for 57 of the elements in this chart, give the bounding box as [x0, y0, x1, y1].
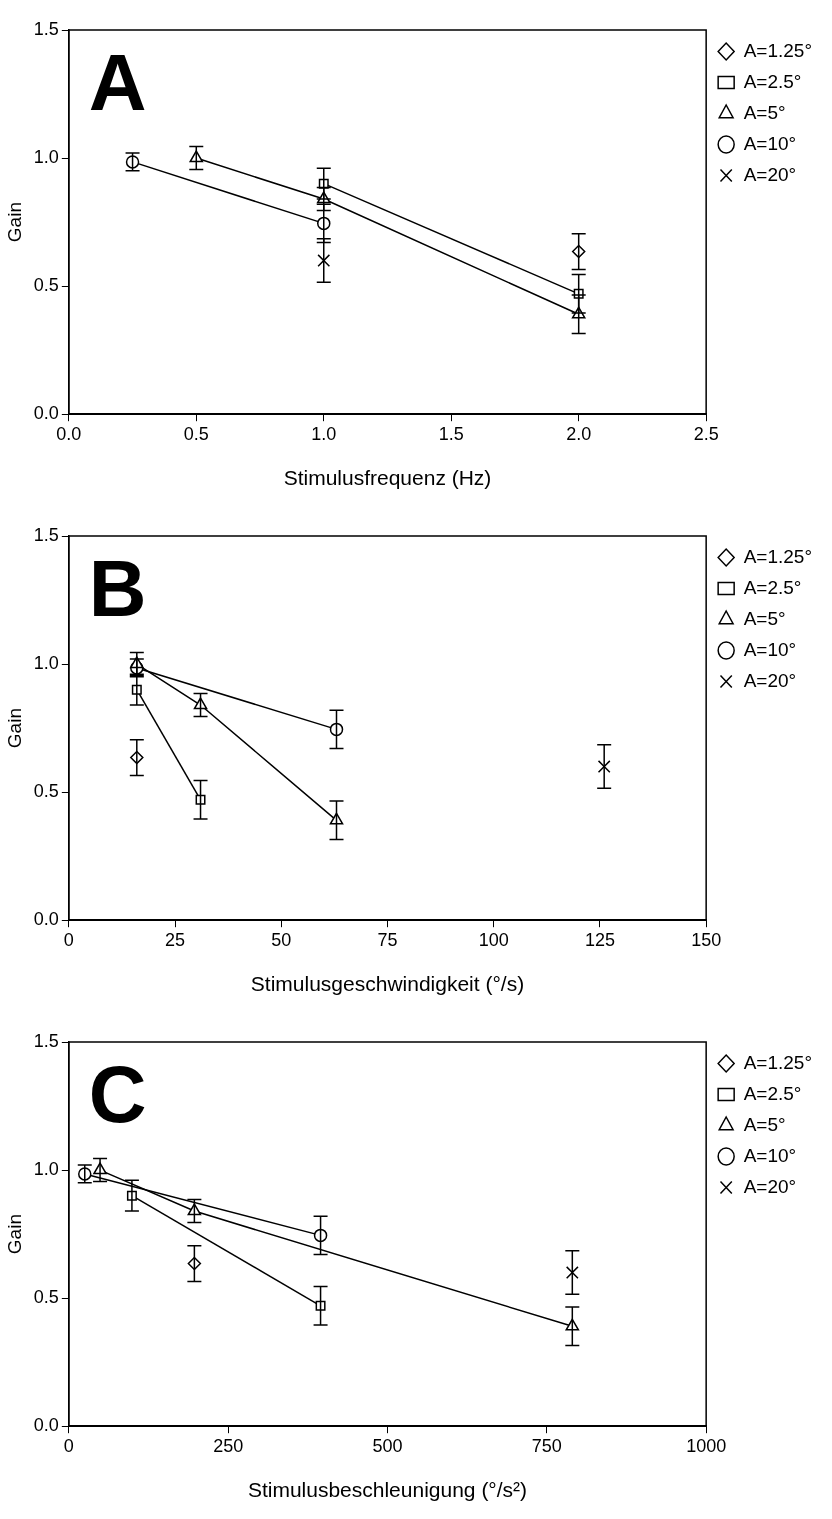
x-tick-label: 0.5: [183, 423, 209, 444]
x-tick-label: 75: [377, 929, 398, 950]
x-axis-title: Stimulusfrequenz (Hz): [283, 466, 492, 490]
x-tick-label: 50: [271, 929, 292, 950]
x-tick-label: 125: [584, 929, 615, 950]
chart-title: B: [88, 544, 147, 634]
y-tick-label: 0.5: [33, 1287, 59, 1308]
y-tick-label: 1.5: [33, 524, 59, 545]
y-tick-label: 1.0: [33, 147, 59, 168]
x-tick-label: 2.5: [693, 423, 719, 444]
legend-label: A=5°: [743, 607, 786, 629]
legend-label: A=1.25°: [743, 545, 813, 567]
chart-title: C: [88, 1050, 147, 1140]
legend-label: A=5°: [743, 1113, 786, 1135]
y-tick-label: 0.0: [33, 909, 59, 930]
point: [565, 1266, 579, 1279]
x-tick-label: 0: [63, 1435, 74, 1456]
x-tick-label: 0.0: [56, 423, 82, 444]
y-axis-title: Gain: [3, 708, 25, 749]
x-tick-label: 25: [165, 929, 186, 950]
y-tick-label: 1.0: [33, 653, 59, 674]
legend-label: A=20°: [743, 669, 797, 691]
x-tick-label: 250: [213, 1435, 244, 1456]
legend-label: A=1.25°: [743, 1051, 813, 1073]
x-tick-label: 1000: [686, 1435, 727, 1456]
legend-label: A=10°: [743, 1144, 797, 1166]
y-tick-label: 0.0: [33, 403, 59, 424]
x-tick-label: 750: [531, 1435, 562, 1456]
y-tick-label: 0.0: [33, 1415, 59, 1436]
y-tick-label: 0.5: [33, 275, 59, 296]
y-tick-label: 1.0: [33, 1159, 59, 1180]
x-tick-label: 500: [372, 1435, 403, 1456]
legend-label: A=2.5°: [743, 70, 802, 92]
legend-label: A=10°: [743, 132, 797, 154]
y-tick-label: 0.5: [33, 781, 59, 802]
x-tick-label: 150: [691, 929, 722, 950]
legend-label: A=10°: [743, 638, 797, 660]
legend-label: A=20°: [743, 1175, 797, 1197]
legend-label: A=2.5°: [743, 1082, 802, 1104]
chart-title: A: [88, 38, 147, 128]
x-axis-title: Stimulusgeschwindigkeit (°/s): [250, 972, 525, 996]
point: [597, 760, 611, 773]
y-tick-label: 1.5: [33, 1030, 59, 1051]
x-tick-label: 1.0: [311, 423, 337, 444]
y-axis-title: Gain: [3, 202, 25, 243]
y-axis-title: Gain: [3, 1214, 25, 1255]
x-tick-label: 1.5: [438, 423, 464, 444]
y-tick-label: 1.5: [33, 18, 59, 39]
legend-label: A=20°: [743, 163, 797, 185]
x-tick-label: 0: [63, 929, 74, 950]
legend-label: A=2.5°: [743, 576, 802, 598]
x-tick-label: 100: [478, 929, 509, 950]
legend-label: A=1.25°: [743, 39, 813, 61]
point: [317, 254, 331, 267]
x-tick-label: 2.0: [566, 423, 592, 444]
legend-label: A=5°: [743, 101, 786, 123]
x-axis-title: Stimulusbeschleunigung (°/s²): [247, 1478, 528, 1502]
